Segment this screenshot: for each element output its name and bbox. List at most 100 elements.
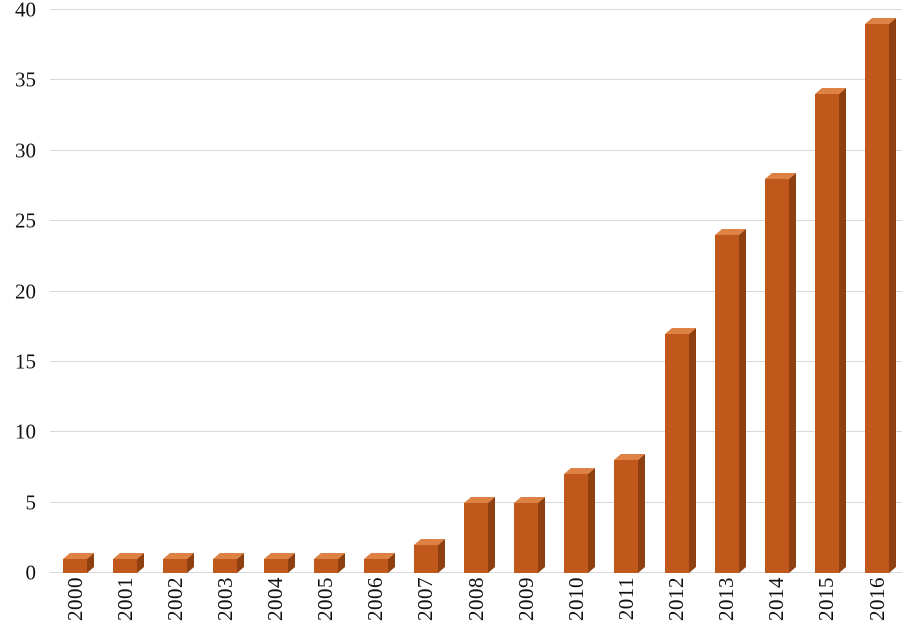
bar-2002	[163, 552, 195, 573]
bar-2000	[63, 552, 95, 573]
bar-slot	[200, 10, 250, 573]
bar-2007	[413, 538, 445, 573]
bar-face-side	[488, 496, 496, 573]
bar-slot	[301, 10, 351, 573]
bar-face-front	[413, 544, 438, 573]
bar-slot	[401, 10, 451, 573]
bar-face-front	[63, 558, 88, 573]
bar-face-front	[363, 558, 388, 573]
x-tick-label: 2008	[463, 577, 488, 621]
bar-face-front	[464, 502, 489, 573]
x-tick-label: 2010	[563, 577, 588, 621]
bar-slot	[601, 10, 651, 573]
bar-slot	[551, 10, 601, 573]
bar-face-side	[889, 18, 897, 574]
y-tick-label: 25	[15, 208, 36, 233]
bar-slot	[351, 10, 401, 573]
y-tick-label: 0	[25, 560, 37, 585]
gridline	[50, 79, 902, 81]
y-tick-label: 35	[15, 67, 36, 92]
x-slot: 2001	[100, 577, 150, 637]
x-tick-label: 2001	[112, 577, 137, 621]
bar-2008	[464, 496, 496, 573]
x-tick-label: 2009	[513, 577, 538, 621]
x-tick-label: 2002	[162, 577, 187, 621]
x-slot: 2000	[50, 577, 100, 637]
x-slot: 2010	[551, 577, 601, 637]
bar-face-front	[664, 333, 689, 573]
bar-slot	[501, 10, 551, 573]
bar-slot	[852, 10, 902, 574]
x-tick-label: 2005	[313, 577, 338, 621]
bar-face-side	[738, 229, 746, 573]
x-slot: 2012	[652, 577, 702, 637]
bar-face-front	[113, 558, 138, 573]
x-slot: 2007	[401, 577, 451, 637]
bar-face-side	[838, 88, 846, 573]
x-slot: 2014	[752, 577, 802, 637]
plot-area	[50, 9, 902, 574]
bar-slot	[451, 10, 501, 573]
y-tick-label: 15	[15, 349, 36, 374]
bar-face-front	[313, 558, 338, 573]
bar-face-front	[714, 235, 739, 573]
bar-2001	[113, 552, 145, 573]
bar-2005	[313, 552, 345, 573]
y-tick-label: 10	[15, 419, 36, 444]
bar-face-side	[788, 172, 796, 573]
x-slot: 2004	[251, 577, 301, 637]
x-tick-label: 2000	[62, 577, 87, 621]
bar-2004	[263, 552, 295, 573]
bar-2010	[564, 468, 596, 573]
bar-2014	[764, 172, 796, 573]
bar-face-front	[213, 558, 238, 573]
gridline	[50, 149, 902, 151]
bar-slot	[251, 10, 301, 573]
y-tick-label: 5	[25, 490, 37, 515]
gridline	[50, 220, 902, 222]
bar-series	[50, 10, 902, 574]
x-tick-label: 2016	[864, 577, 889, 621]
x-tick-label: 2012	[664, 577, 689, 621]
y-tick-label: 20	[15, 279, 36, 303]
bar-2003	[213, 552, 245, 573]
bar-2011	[614, 454, 646, 573]
bar-face-front	[814, 94, 839, 573]
x-slot: 2006	[351, 577, 401, 637]
x-slot: 2015	[802, 577, 852, 637]
x-slot: 2011	[601, 577, 651, 637]
x-tick-label: 2006	[363, 577, 388, 621]
x-tick-label: 2014	[764, 577, 789, 621]
x-tick-label: 2015	[814, 577, 839, 621]
x-tick-label: 2004	[263, 577, 288, 621]
bar-face-side	[588, 468, 596, 573]
x-slot: 2008	[451, 577, 501, 637]
bar-2006	[363, 552, 395, 573]
x-tick-label: 2013	[714, 577, 739, 621]
x-tick-label: 2007	[413, 577, 438, 621]
bar-2015	[814, 88, 846, 573]
bar-face-side	[638, 454, 646, 573]
bar-face-front	[764, 178, 789, 573]
x-slot: 2016	[852, 577, 902, 637]
bar-2016	[865, 18, 897, 574]
bar-slot	[100, 10, 150, 573]
bar-2012	[664, 327, 696, 573]
x-slot: 2009	[501, 577, 551, 637]
gridline	[50, 431, 902, 433]
bar-face-side	[538, 496, 546, 573]
bar-2013	[714, 229, 746, 573]
x-slot: 2003	[200, 577, 250, 637]
bar-slot	[702, 10, 752, 573]
bar-face-front	[865, 24, 890, 573]
bar-slot	[150, 10, 200, 573]
y-tick-label: 30	[15, 138, 36, 163]
bar-face-front	[263, 558, 288, 573]
y-axis: 0 5 10 15 20 25 30 35 40	[0, 0, 44, 583]
x-slot: 2002	[150, 577, 200, 637]
gridline	[50, 360, 902, 362]
bar-2009	[514, 496, 546, 573]
bar-slot	[752, 10, 802, 573]
bar-face-front	[514, 502, 539, 573]
